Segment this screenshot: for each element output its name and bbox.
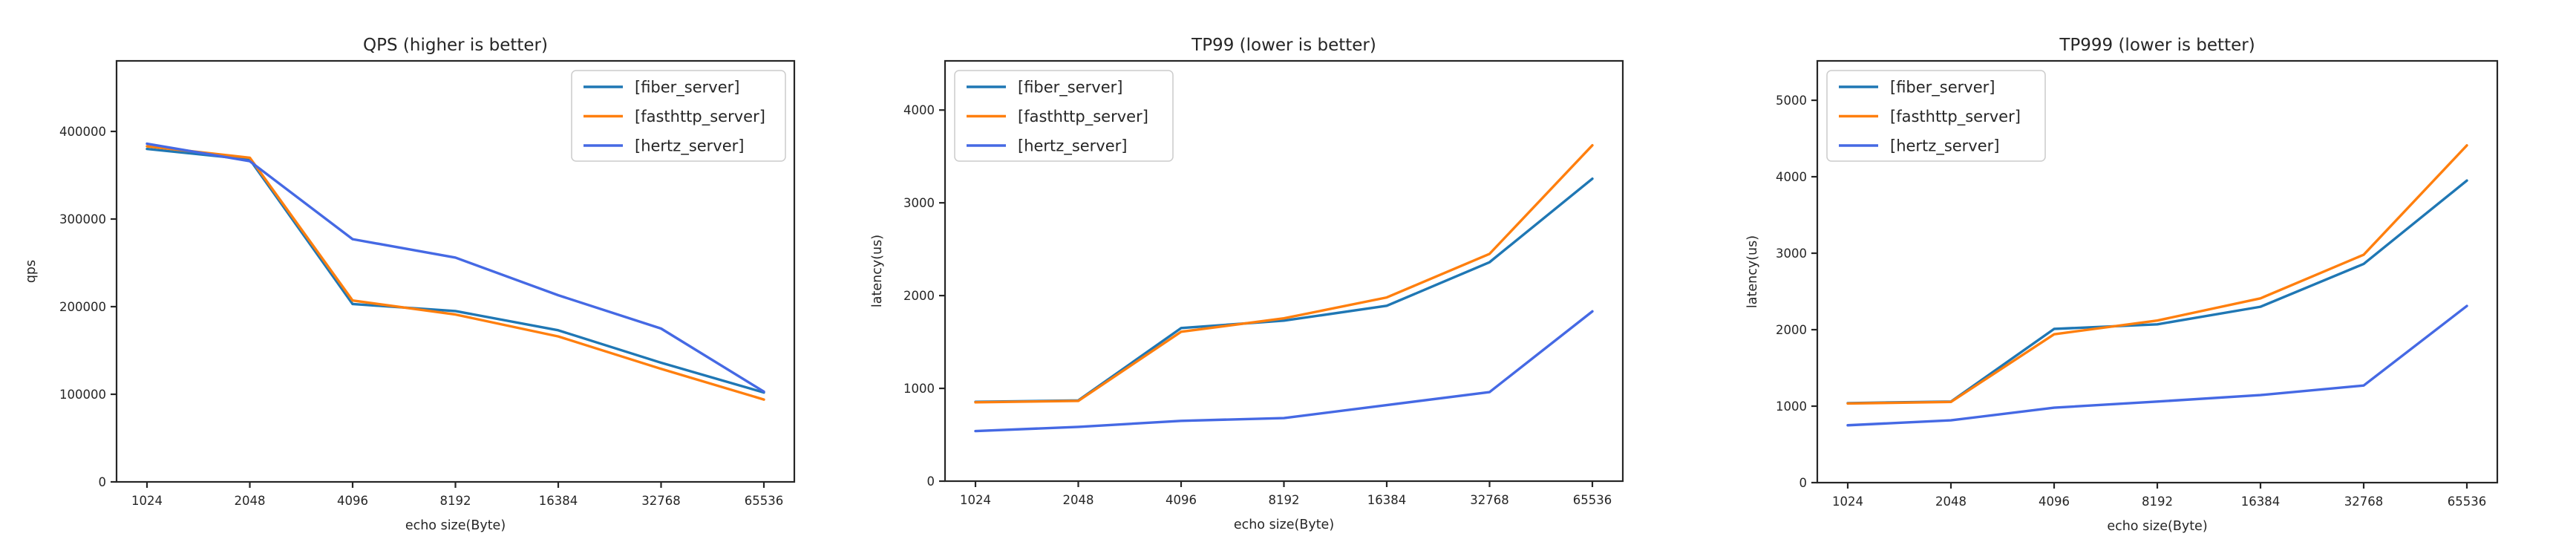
legend-box: [954, 70, 1174, 162]
x-tick-label: 1024: [131, 494, 163, 508]
legend: [fiber_server] [fasthttp_server] [hertz_se…: [571, 70, 786, 162]
y-axis-label: latency(us): [870, 235, 885, 307]
y-tick-label: 3000: [903, 196, 935, 210]
legend-box: [571, 70, 786, 162]
y-tick-label: 200000: [59, 300, 106, 314]
y-tick-label: 2000: [903, 289, 935, 303]
series-line-1: [146, 145, 765, 401]
x-tick-label: 4096: [337, 494, 368, 508]
y-tick-label: 4000: [1776, 170, 1807, 184]
legend-label: [fiber_server]: [635, 79, 739, 97]
legend-label: [fiber_server]: [1890, 79, 1995, 97]
chart-panel-2: TP99 (lower is better) 0 1000 2000 3000 4000 1…: [870, 36, 1624, 532]
y-tick-label: 0: [927, 474, 935, 489]
series-line-0: [146, 147, 765, 394]
x-tick-label: 16384: [1367, 493, 1407, 507]
y-tick-label: 1000: [1776, 399, 1807, 414]
x-tick-label: 2048: [1063, 493, 1094, 507]
x-axis-label: echo size(Byte): [2107, 519, 2207, 534]
y-axis-label: qps: [24, 260, 39, 283]
y-tick-label: 3000: [1776, 247, 1807, 261]
y-tick-label: 5000: [1776, 94, 1807, 108]
y-tick-label: 1000: [903, 382, 935, 396]
legend: [fiber_server] [fasthttp_server] [hertz_se…: [954, 70, 1174, 162]
chart-panel-1: QPS (higher is better) 0 100000 200000 30000…: [24, 36, 796, 533]
legend-label: [fiber_server]: [1018, 79, 1122, 97]
y-tick-label: 4000: [903, 103, 935, 117]
y-tick-label: 2000: [1776, 323, 1807, 337]
series-line-2: [1846, 304, 2468, 427]
x-axis-label: echo size(Byte): [405, 518, 506, 533]
x-tick-label: 32768: [641, 494, 681, 508]
series-line-1: [1846, 144, 2468, 405]
series-line-0: [1846, 179, 2468, 405]
x-tick-label: 65536: [745, 494, 784, 508]
x-tick-label: 65536: [2448, 495, 2487, 509]
x-tick-label: 8192: [2142, 495, 2173, 509]
y-tick-label: 0: [1799, 476, 1808, 490]
x-tick-label: 16384: [539, 494, 578, 508]
legend: [fiber_server] [fasthttp_server] [hertz_se…: [1826, 70, 2046, 162]
x-tick-label: 8192: [440, 494, 471, 508]
x-tick-label: 32768: [1470, 493, 1509, 507]
legend-label: [hertz_server]: [1890, 137, 1999, 156]
legend-label: [hertz_server]: [1018, 137, 1127, 156]
x-tick-label: 2048: [1935, 495, 1967, 509]
y-tick-label: 100000: [59, 388, 106, 402]
legend-box: [1826, 70, 2046, 162]
legend-label: [fasthttp_server]: [1018, 108, 1148, 126]
series-line-0: [974, 177, 1594, 403]
chart-title: QPS (higher is better): [363, 36, 548, 55]
legend-label: [hertz_server]: [635, 137, 744, 156]
x-tick-label: 65536: [1573, 493, 1612, 507]
legend-label: [fasthttp_server]: [635, 108, 765, 126]
x-tick-label: 4096: [2039, 495, 2070, 509]
y-tick-label: 0: [99, 475, 107, 489]
x-tick-label: 32768: [2344, 495, 2384, 509]
chart-panel-3: TP999 (lower is better) 0 1000 2000 3000 4000…: [1745, 36, 2499, 534]
series-line-1: [974, 143, 1594, 404]
x-tick-label: 1024: [1832, 495, 1863, 509]
series-line-2: [146, 142, 765, 394]
y-tick-label: 400000: [59, 125, 106, 139]
y-axis-label: latency(us): [1745, 235, 1760, 308]
chart-title: TP99 (lower is better): [1191, 36, 1376, 55]
chart-title: TP999 (lower is better): [2059, 36, 2255, 55]
x-tick-label: 8192: [1269, 493, 1300, 507]
x-tick-label: 16384: [2241, 495, 2281, 509]
x-tick-label: 4096: [1166, 493, 1197, 507]
legend-label: [fasthttp_server]: [1890, 108, 2021, 126]
x-tick-label: 2048: [235, 494, 266, 508]
series-line-2: [974, 310, 1594, 433]
x-tick-label: 1024: [960, 493, 991, 507]
y-tick-label: 300000: [59, 212, 106, 226]
x-axis-label: echo size(Byte): [1234, 518, 1334, 532]
